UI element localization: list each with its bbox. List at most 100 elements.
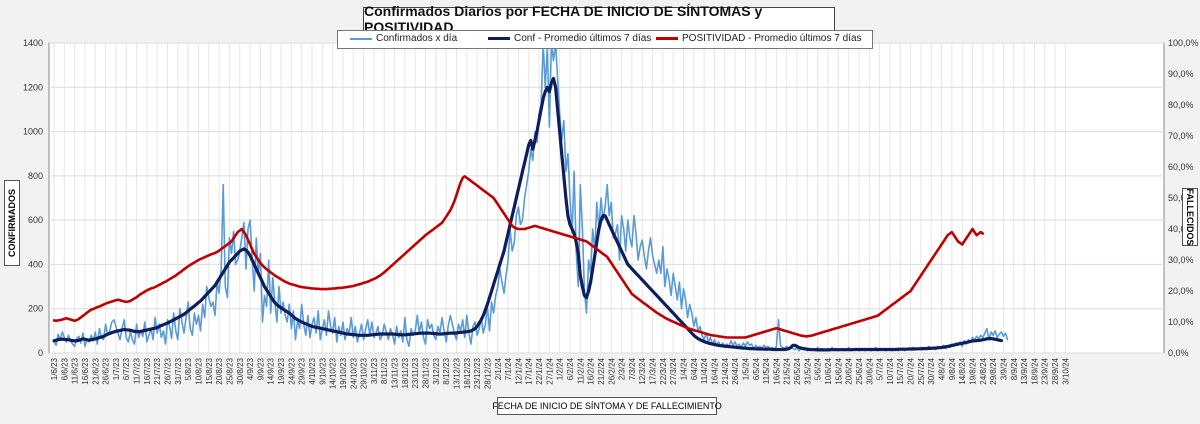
x-tick-label: 17/1/24 [525,357,534,384]
x-tick-label: 26/2/24 [607,357,616,384]
x-tick-label: 4/10/23 [308,357,317,384]
x-tick-label: 28/11/23 [422,357,431,388]
x-tick-label: 25/8/23 [225,357,234,384]
x-tick-label: 11/6/23 [71,357,80,384]
x-tick-label: 30/6/24 [865,357,874,384]
x-tick-label: 29/9/23 [298,357,307,384]
x-tick-label: 29/10/23 [360,357,369,389]
series-daily-line [53,42,1009,352]
x-tick-label: 9/8/24 [948,357,957,380]
x-tick-label: 16/6/23 [81,357,90,384]
y-axis-left-label-text: CONFIRMADOS [7,189,17,257]
x-tick-label: 23/9/24 [1041,357,1050,384]
legend-item-pos: POSITIVIDAD - Promedio últimos 7 días [656,33,862,44]
y-axis-right-label: FALLECIDOS [1182,188,1198,246]
x-tick-label: 23/12/23 [473,357,482,389]
x-tick-label: 16/5/24 [772,357,781,384]
y-tick-label-right: 50,0% [1168,193,1194,203]
y-tick-label-right: 10,0% [1168,317,1194,327]
y-tick-label-left: 1200 [23,82,43,92]
y-tick-label-left: 0 [38,348,43,358]
x-tick-label: 16/7/23 [143,357,152,384]
legend-label-daily: Confirmados x día [376,33,458,44]
x-tick-label: 20/6/24 [845,357,854,384]
x-tick-label: 19/10/23 [339,357,348,389]
x-tick-label: 21/7/23 [153,357,162,384]
x-tick-label: 5/6/24 [814,357,823,380]
x-tick-label: 31/5/24 [803,357,812,384]
x-tick-label: 11/2/24 [576,357,585,384]
y-tick-label-left: 1400 [23,38,43,48]
x-tick-label: 28/12/23 [483,357,492,389]
x-tick-label: 1/6/23 [50,357,59,380]
y-axis-right-ticks: 0,0% 10,0% 20,0% 30,0% 40,0% 50,0% 60,0% 70,0% 8… [1168,38,1199,358]
x-tick-label: 7/3/24 [628,357,637,380]
x-tick-label: 24/9/23 [287,357,296,384]
x-tick-label: 16/4/24 [710,357,719,384]
x-tick-label: 3/10/24 [1061,357,1070,384]
x-tick-label: 21/4/24 [721,357,730,384]
x-tick-label: 7/1/24 [504,357,513,380]
series-lines [52,42,1009,352]
x-tick-label: 4/9/23 [246,357,255,380]
x-tick-label: 11/4/24 [700,357,709,384]
y-tick-label-left: 800 [28,171,43,181]
x-tick-label: 3/11/23 [370,357,379,384]
y-axis-right-label-text: FALLECIDOS [1185,188,1195,246]
x-tick-label: 9/10/23 [318,357,327,384]
y-tick-label-right: 30,0% [1168,255,1194,265]
x-tick-label: 11/7/23 [133,357,142,384]
y-tick-label-left: 600 [28,215,43,225]
y-tick-label-right: 100,0% [1168,38,1199,48]
x-tick-label: 5/8/23 [184,357,193,380]
x-tick-label: 1/5/24 [741,357,750,380]
x-tick-label: 10/7/24 [886,357,895,384]
x-tick-label: 16/2/24 [587,357,596,384]
x-tick-label: 6/2/24 [566,357,575,380]
series-pos-line [52,175,985,339]
x-tick-label: 22/1/24 [535,357,544,384]
y-tick-label-right: 60,0% [1168,162,1194,172]
y-tick-label-right: 40,0% [1168,224,1194,234]
x-tick-label: 4/8/24 [938,357,947,380]
y-axis-left-ticks: 0 200 400 600 800 1000 1200 1400 [23,38,43,358]
x-tick-label: 18/12/23 [463,357,472,389]
x-tick-label: 12/1/24 [514,357,523,384]
y-tick-label-left: 200 [28,304,43,314]
x-tick-label: 20/7/24 [907,357,916,384]
x-tick-label: 2/3/24 [618,357,627,380]
x-tick-label: 25/6/24 [855,357,864,384]
x-tick-label: 28/9/24 [1051,357,1060,384]
x-tick-label: 8/9/24 [1010,357,1019,380]
x-tick-label: 1/2/24 [556,357,565,380]
x-tick-label: 10/6/24 [824,357,833,384]
x-tick-label: 11/5/24 [762,357,771,384]
x-tick-label: 27/3/24 [669,357,678,384]
x-tick-label: 10/8/23 [194,357,203,384]
x-tick-label: 15/8/23 [205,357,214,384]
y-tick-label-right: 90,0% [1168,69,1194,79]
x-tick-label: 29/8/24 [989,357,998,384]
x-axis-label: FECHA DE INICIO DE SÍNTOMA Y DE FALLECIM… [492,397,722,415]
x-tick-label: 6/6/23 [60,357,69,380]
x-tick-label: 30/7/24 [927,357,936,384]
x-tick-label: 21/2/24 [597,357,606,384]
x-tick-label: 3/12/23 [432,357,441,384]
x-tick-label: 24/8/24 [979,357,988,384]
x-tick-label: 13/12/23 [452,357,461,389]
legend-label-pos: POSITIVIDAD - Promedio últimos 7 días [682,33,862,44]
y-axis-left-label: CONFIRMADOS [4,180,20,266]
x-tick-label: 3/9/24 [999,357,1008,380]
x-tick-label: 13/11/23 [391,357,400,388]
y-tick-label-right: 20,0% [1168,286,1194,296]
x-tick-label: 6/4/24 [690,357,699,380]
x-tick-label: 14/9/23 [267,357,276,384]
x-tick-label: 18/11/23 [401,357,410,388]
x-tick-label: 21/6/23 [91,357,100,384]
x-tick-label: 1/7/23 [112,357,121,380]
series-avg-line [52,76,1003,352]
x-tick-label: 20/8/23 [215,357,224,384]
x-tick-label: 22/3/24 [659,357,668,384]
y-tick-label-right: 70,0% [1168,131,1194,141]
x-tick-label: 23/11/23 [411,357,420,388]
